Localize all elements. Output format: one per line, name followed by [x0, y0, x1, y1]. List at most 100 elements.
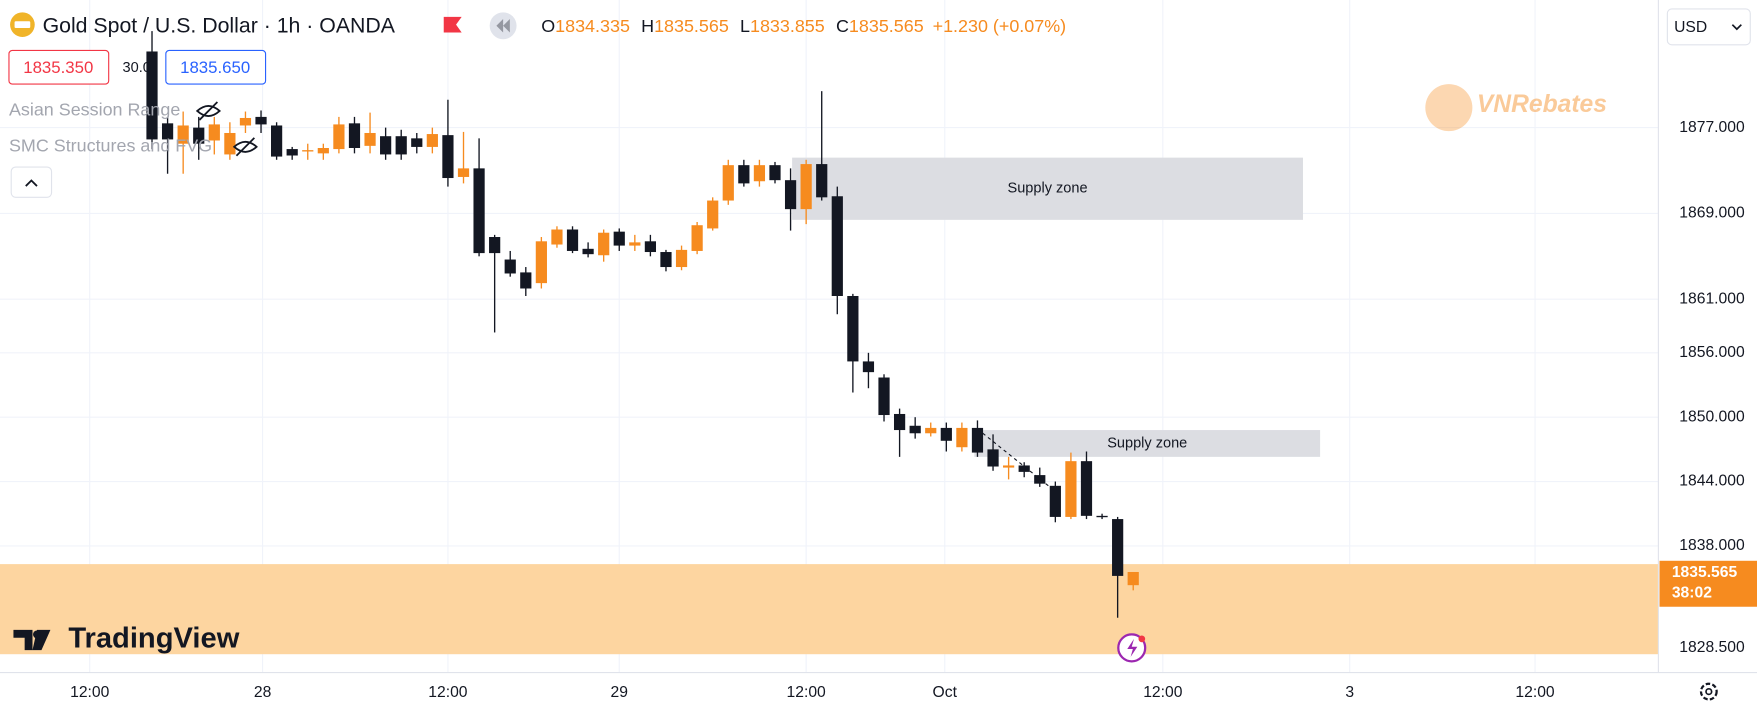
ohlc-value: 1834.335	[555, 16, 630, 36]
currency-dropdown[interactable]	[1666, 8, 1751, 46]
zones-layer: Supply zone Supply zone	[0, 157, 1659, 655]
watermark-icon	[1425, 84, 1473, 132]
collapse-button[interactable]	[10, 166, 53, 198]
candles-layer	[146, 31, 1139, 618]
candle-body	[395, 136, 407, 155]
candle-body	[800, 164, 812, 210]
candle-body	[551, 229, 563, 245]
candle-body	[598, 232, 610, 256]
x-tick-label: 3	[1345, 684, 1354, 701]
candle-body	[504, 259, 516, 274]
hide-icons	[195, 101, 258, 157]
ask-price: 1835.650	[180, 58, 250, 77]
candle-body	[161, 123, 174, 140]
candle-body	[816, 164, 828, 198]
ohlc-key: C	[836, 16, 849, 36]
x-tick-label: 28	[254, 684, 272, 701]
candle-body	[348, 123, 361, 148]
candle-body	[473, 168, 485, 254]
change: +1.230 (+0.07%)	[933, 16, 1066, 36]
logo: TradingView	[68, 623, 239, 655]
demand-band	[0, 564, 1659, 655]
candle-body	[769, 165, 781, 181]
eye-off-icon[interactable]	[232, 137, 258, 157]
watermark: VNRebates	[1477, 91, 1607, 118]
y-tick-label: 1877.000	[1679, 119, 1745, 136]
ohlc-value: 1833.855	[750, 16, 825, 36]
candle-body	[286, 149, 298, 156]
candle-body	[1096, 515, 1108, 518]
candle-body	[255, 116, 267, 125]
candle-body	[909, 425, 921, 434]
y-tick-label: 1869.000	[1679, 205, 1745, 222]
bid-price: 1835.350	[23, 58, 93, 77]
candle-body	[878, 377, 890, 416]
candle-body	[302, 150, 314, 152]
candle-body	[582, 248, 594, 255]
y-tick-label: 1861.000	[1679, 290, 1745, 307]
y-tick-label: 1844.000	[1679, 473, 1745, 490]
ohlc-key: L	[740, 16, 750, 36]
candle-body	[1112, 519, 1124, 576]
settings-button[interactable]	[1699, 682, 1718, 701]
candle-body	[784, 180, 797, 210]
candle-body	[364, 132, 376, 146]
candle-body	[1003, 465, 1015, 468]
candle-body	[644, 241, 657, 253]
chevron-down	[1731, 24, 1742, 31]
candle-body	[971, 427, 984, 453]
candle-body	[566, 229, 579, 251]
candle-body	[722, 165, 734, 201]
supply-zone	[974, 430, 1321, 457]
settings-center	[1705, 687, 1713, 696]
flag-icon[interactable]	[443, 16, 462, 33]
sell-button[interactable]	[8, 49, 110, 85]
candle-body	[893, 413, 906, 431]
candle-body	[520, 272, 532, 289]
ohlc-value: 1835.565	[849, 16, 924, 36]
candle-body	[675, 249, 688, 268]
candle-body	[847, 295, 859, 362]
candle-body	[239, 117, 252, 126]
candle-body	[208, 124, 220, 141]
candle-body	[753, 165, 766, 182]
x-tick-label: 12:00	[787, 684, 826, 701]
countdown: 38:02	[1672, 584, 1712, 601]
eye-off-icon[interactable]	[195, 101, 221, 121]
indicator-label[interactable]: SMC Structures and FVG	[9, 136, 212, 156]
candle-body	[1034, 475, 1046, 484]
candle-body	[457, 168, 470, 177]
candle-body	[489, 237, 501, 254]
supply-zone	[792, 157, 1303, 220]
candle-body	[629, 242, 641, 246]
candle-body	[411, 138, 423, 147]
symbol-icon-bar	[14, 21, 31, 29]
y-tick-label: 1850.000	[1679, 408, 1745, 425]
indicator-label[interactable]: Asian Session Range	[9, 100, 180, 120]
candle-body	[613, 231, 625, 246]
x-tick-label: 12:00	[70, 684, 109, 701]
alert-bolt	[1127, 638, 1138, 657]
buy-button[interactable]	[165, 49, 267, 85]
candle-body	[925, 427, 937, 434]
zone-label: Supply zone	[1008, 181, 1088, 197]
candle-body	[146, 51, 158, 140]
candle-body	[987, 449, 999, 467]
alert-dot	[1138, 635, 1146, 643]
candle-body	[1065, 461, 1077, 517]
x-tick-label: 12:00	[1143, 684, 1182, 701]
y-tick-label: 1828.500	[1679, 639, 1745, 656]
candle-body	[940, 427, 952, 441]
ohlc-key: O	[541, 16, 555, 36]
zone-label: Supply zone	[1107, 435, 1187, 451]
chart-title: Gold Spot / U.S. Dollar · 1h · OANDA	[43, 14, 396, 38]
x-tick-label: 12:00	[1515, 684, 1554, 701]
overlay-layer: 1835.565 38:02	[977, 428, 1757, 607]
x-tick-label: 29	[611, 684, 628, 701]
candle-body	[224, 132, 236, 155]
candle-body	[707, 200, 719, 229]
x-tick-label: 12:00	[428, 684, 467, 701]
y-tick-label: 1838.000	[1679, 537, 1745, 554]
